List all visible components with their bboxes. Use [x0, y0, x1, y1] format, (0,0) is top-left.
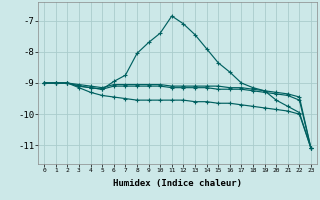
X-axis label: Humidex (Indice chaleur): Humidex (Indice chaleur)	[113, 179, 242, 188]
